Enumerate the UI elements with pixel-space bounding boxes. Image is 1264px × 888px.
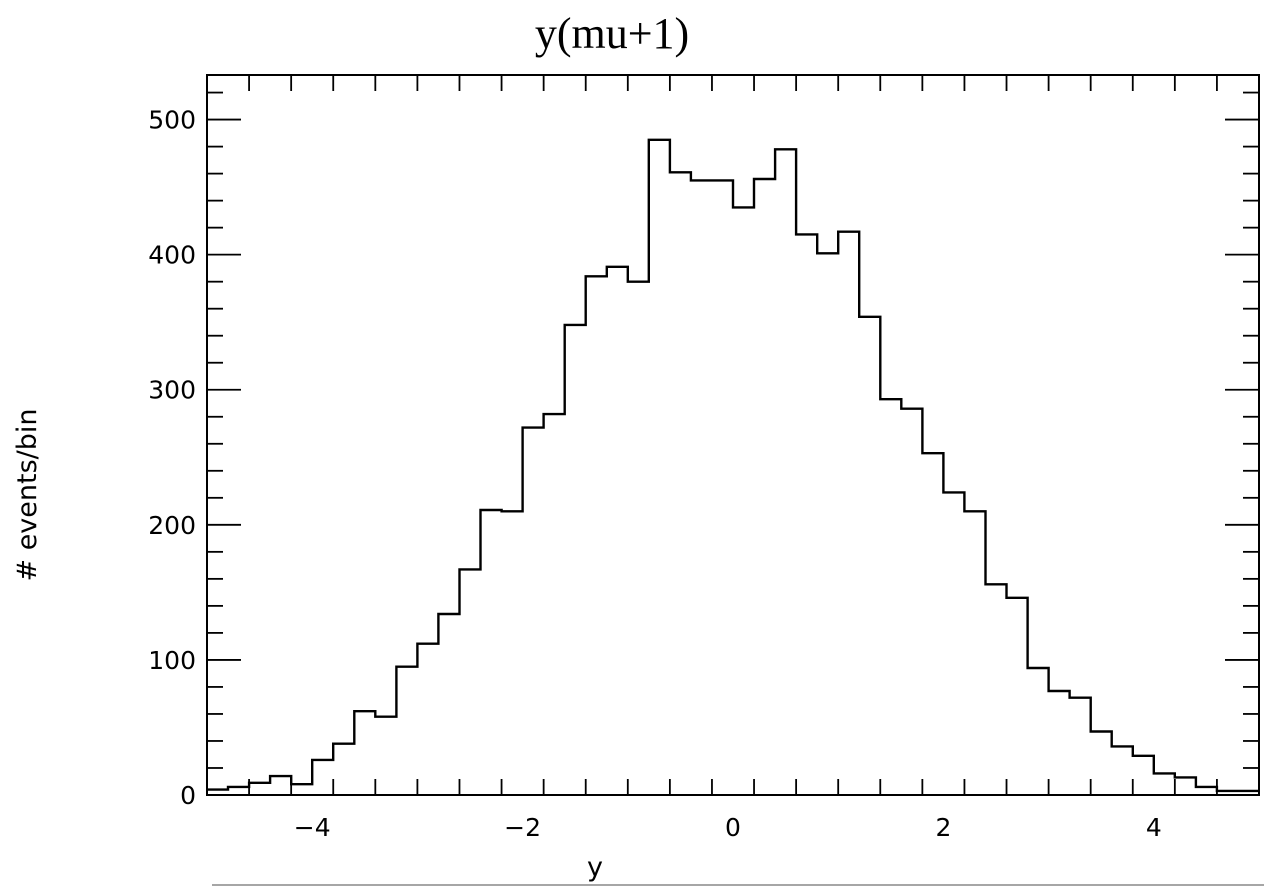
- y-tick-label: 100: [148, 646, 196, 675]
- y-tick-label: 0: [180, 781, 196, 810]
- x-axis-label: y: [587, 852, 603, 883]
- axis-ticks: [206, 75, 1260, 796]
- y-tick-label: 400: [148, 241, 196, 270]
- chart-title: y(mu+1): [535, 9, 689, 58]
- histogram-step-line: [207, 138, 1259, 793]
- x-tick-label: −2: [504, 813, 541, 842]
- x-tick-label: −4: [294, 813, 331, 842]
- x-tick-label: 4: [1146, 813, 1162, 842]
- y-tick-label: 200: [148, 511, 196, 540]
- x-tick-label: 0: [725, 813, 741, 842]
- y-tick-label: 500: [148, 106, 196, 135]
- x-tick-label: 2: [935, 813, 951, 842]
- y-tick-labels: 0 100 200 300 400 500: [148, 106, 196, 810]
- x-tick-labels: −4 −2 0 2 4: [294, 813, 1162, 842]
- y-tick-label: 300: [148, 376, 196, 405]
- y-axis-label: # events/bin: [12, 408, 43, 581]
- plot-frame: [206, 74, 1260, 796]
